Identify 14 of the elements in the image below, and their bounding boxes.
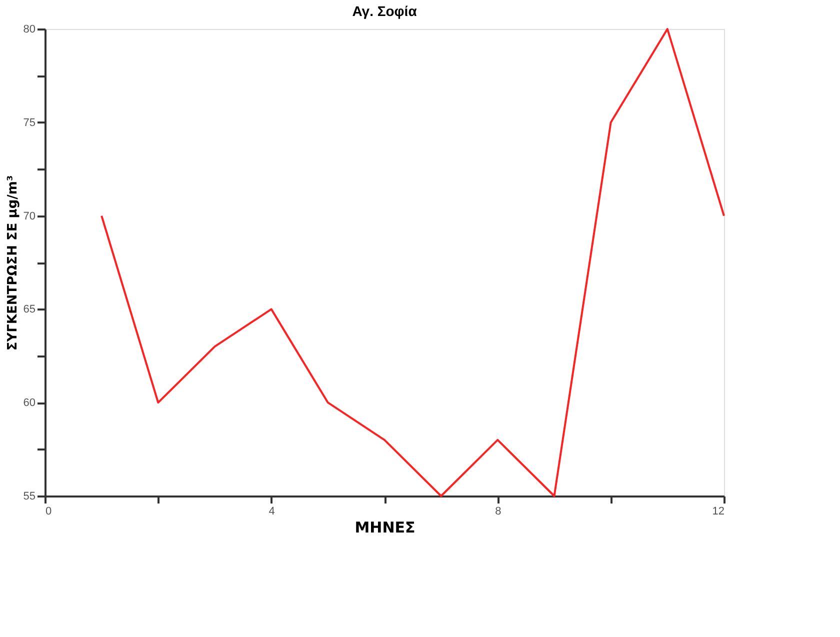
x-tick-label: 12 <box>712 506 724 518</box>
y-tick-label: 55 <box>23 490 36 502</box>
line-series <box>100 28 725 497</box>
x-axis-title: ΜΗΝΕΣ <box>354 518 416 536</box>
chart-title: Αγ. Σοφία <box>352 3 418 19</box>
y-tick-label: 75 <box>23 116 36 129</box>
x-tick-label: 0 <box>46 506 52 518</box>
y-tick-label: 65 <box>23 304 36 316</box>
x-tick-label: 8 <box>495 506 502 518</box>
x-tick-label: 4 <box>268 506 275 518</box>
y-tick-label: 60 <box>23 397 36 410</box>
y-axis-title: ΣΥΓΚΕΝΤΡΩΣΗ ΣΕ μg/m³ <box>5 175 20 351</box>
y-tick-label: 80 <box>23 24 36 36</box>
y-tick-label: 70 <box>23 210 36 222</box>
